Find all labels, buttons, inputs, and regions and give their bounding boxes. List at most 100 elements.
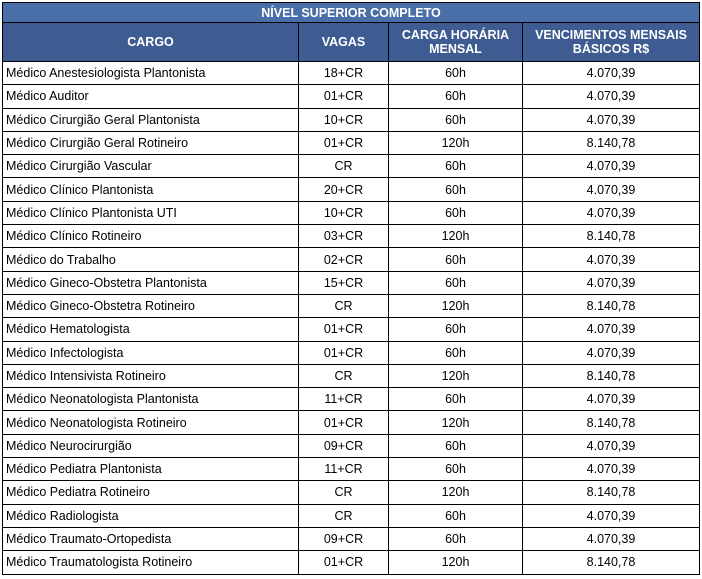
table-row: Médico Clínico Plantonista UTI 10+CR 60h 4.…: [2, 200, 700, 226]
cargo-cell: Médico Intensivista Rotineiro: [2, 363, 299, 389]
table-row: Médico Cirurgião Geral Rotineiro 01+CR 120…: [2, 130, 700, 156]
header-carga-line1: CARGA HORÁRIA: [401, 28, 510, 42]
carga-cell: 60h: [388, 433, 523, 459]
vagas-cell: CR: [298, 293, 389, 319]
carga-cell: 60h: [388, 387, 523, 412]
header-cargo: CARGO: [2, 22, 299, 62]
vagas-cell: CR: [298, 503, 389, 528]
vencimentos-cell: 4.070,39: [522, 387, 700, 412]
table-row: Médico Auditor 01+CR 60h 4.070,39: [2, 84, 700, 109]
vencimentos-cell: 8.140,78: [522, 224, 700, 249]
carga-cell: 60h: [388, 84, 523, 109]
table-row: Médico Neonatologista Plantonista 11+CR 60…: [2, 387, 700, 412]
header-carga-line2: MENSAL: [429, 42, 482, 56]
cargo-cell: Médico Infectologista: [2, 340, 299, 365]
cargo-cell: Médico Cirurgião Geral Rotineiro: [2, 130, 299, 156]
vencimentos-cell: 8.140,78: [522, 130, 700, 156]
vencimentos-cell: 4.070,39: [522, 60, 700, 86]
cargo-cell: Médico Clínico Plantonista UTI: [2, 200, 299, 226]
vencimentos-cell: 4.070,39: [522, 107, 700, 132]
table-body: Médico Anestesiologista Plantonista 18+CR…: [2, 60, 700, 575]
vagas-cell: 01+CR: [298, 550, 389, 575]
carga-cell: 60h: [388, 247, 523, 272]
vagas-cell: 01+CR: [298, 84, 389, 109]
cargo-cell: Médico Neonatologista Rotineiro: [2, 410, 299, 435]
vagas-cell: 01+CR: [298, 130, 389, 156]
vagas-cell: 18+CR: [298, 60, 389, 86]
table-row: Médico Clínico Rotineiro 03+CR 120h 8.140,7…: [2, 224, 700, 249]
vagas-cell: 20+CR: [298, 177, 389, 202]
vagas-cell: CR: [298, 363, 389, 389]
cargo-cell: Médico Pediatra Rotineiro: [2, 480, 299, 505]
vencimentos-cell: 8.140,78: [522, 293, 700, 319]
cargo-cell: Médico Traumatologista Rotineiro: [2, 550, 299, 575]
carga-cell: 120h: [388, 130, 523, 156]
table-row: Médico Traumatologista Rotineiro 01+CR 120…: [2, 550, 700, 575]
table-row: Médico Neonatologista Rotineiro 01+CR 120h…: [2, 410, 700, 435]
vagas-cell: 03+CR: [298, 224, 389, 249]
carga-cell: 60h: [388, 200, 523, 226]
table-row: Médico Clínico Plantonista 20+CR 60h 4.070,…: [2, 177, 700, 202]
vencimentos-cell: 8.140,78: [522, 550, 700, 575]
carga-cell: 120h: [388, 293, 523, 319]
cargo-cell: Médico Anestesiologista Plantonista: [2, 60, 299, 86]
vencimentos-cell: 4.070,39: [522, 503, 700, 528]
vagas-cell: 01+CR: [298, 340, 389, 365]
cargo-cell: Médico Cirurgião Vascular: [2, 154, 299, 179]
table-title: NÍVEL SUPERIOR COMPLETO: [2, 2, 700, 23]
vencimentos-cell: 4.070,39: [522, 457, 700, 482]
vencimentos-cell: 8.140,78: [522, 410, 700, 435]
carga-cell: 60h: [388, 457, 523, 482]
carga-cell: 120h: [388, 410, 523, 435]
vencimentos-cell: 4.070,39: [522, 84, 700, 109]
cargo-cell: Médico do Trabalho: [2, 247, 299, 272]
table-row: Médico Hematologista 01+CR 60h 4.070,39: [2, 317, 700, 342]
carga-cell: 120h: [388, 480, 523, 505]
vagas-cell: 02+CR: [298, 247, 389, 272]
table-row: Médico do Trabalho 02+CR 60h 4.070,39: [2, 247, 700, 272]
table-row: Médico Infectologista 01+CR 60h 4.070,39: [2, 340, 700, 365]
vencimentos-cell: 4.070,39: [522, 270, 700, 295]
table-row: Médico Anestesiologista Plantonista 18+CR…: [2, 60, 700, 86]
vencimentos-cell: 4.070,39: [522, 317, 700, 342]
cargo-cell: Médico Pediatra Plantonista: [2, 457, 299, 482]
cargo-cell: Médico Gineco-Obstetra Rotineiro: [2, 293, 299, 319]
vagas-cell: CR: [298, 480, 389, 505]
carga-cell: 60h: [388, 526, 523, 552]
vagas-cell: 15+CR: [298, 270, 389, 295]
table-row: Médico Gineco-Obstetra Plantonista 15+CR 6…: [2, 270, 700, 295]
table-row: Médico Pediatra Plantonista 11+CR 60h 4.070…: [2, 457, 700, 482]
header-vagas: VAGAS: [298, 22, 389, 62]
table-row: Médico Pediatra Rotineiro CR 120h 8.140,78: [2, 480, 700, 505]
carga-cell: 60h: [388, 177, 523, 202]
carga-cell: 60h: [388, 503, 523, 528]
vagas-cell: 01+CR: [298, 410, 389, 435]
cargo-cell: Médico Auditor: [2, 84, 299, 109]
carga-cell: 60h: [388, 340, 523, 365]
header-venc-line2: BÁSICOS R$: [572, 42, 650, 56]
table-row: Médico Neurocirurgião 09+CR 60h 4.070,39: [2, 433, 700, 459]
table-row: Médico Cirurgião Vascular CR 60h 4.070,39: [2, 154, 700, 179]
vencimentos-cell: 4.070,39: [522, 154, 700, 179]
vencimentos-cell: 4.070,39: [522, 526, 700, 552]
cargo-cell: Médico Clínico Plantonista: [2, 177, 299, 202]
vagas-cell: 11+CR: [298, 387, 389, 412]
vagas-cell: 09+CR: [298, 526, 389, 552]
carga-cell: 60h: [388, 270, 523, 295]
cargo-cell: Médico Radiologista: [2, 503, 299, 528]
vencimentos-cell: 4.070,39: [522, 247, 700, 272]
carga-cell: 60h: [388, 60, 523, 86]
vagas-cell: 10+CR: [298, 200, 389, 226]
carga-cell: 60h: [388, 107, 523, 132]
cargo-cell: Médico Hematologista: [2, 317, 299, 342]
vagas-cell: 10+CR: [298, 107, 389, 132]
vencimentos-cell: 4.070,39: [522, 433, 700, 459]
vagas-cell: 11+CR: [298, 457, 389, 482]
table-row: Médico Gineco-Obstetra Rotineiro CR 120h 8.…: [2, 293, 700, 319]
cargo-cell: Médico Neurocirurgião: [2, 433, 299, 459]
carga-cell: 60h: [388, 317, 523, 342]
carga-cell: 120h: [388, 363, 523, 389]
vencimentos-cell: 4.070,39: [522, 340, 700, 365]
